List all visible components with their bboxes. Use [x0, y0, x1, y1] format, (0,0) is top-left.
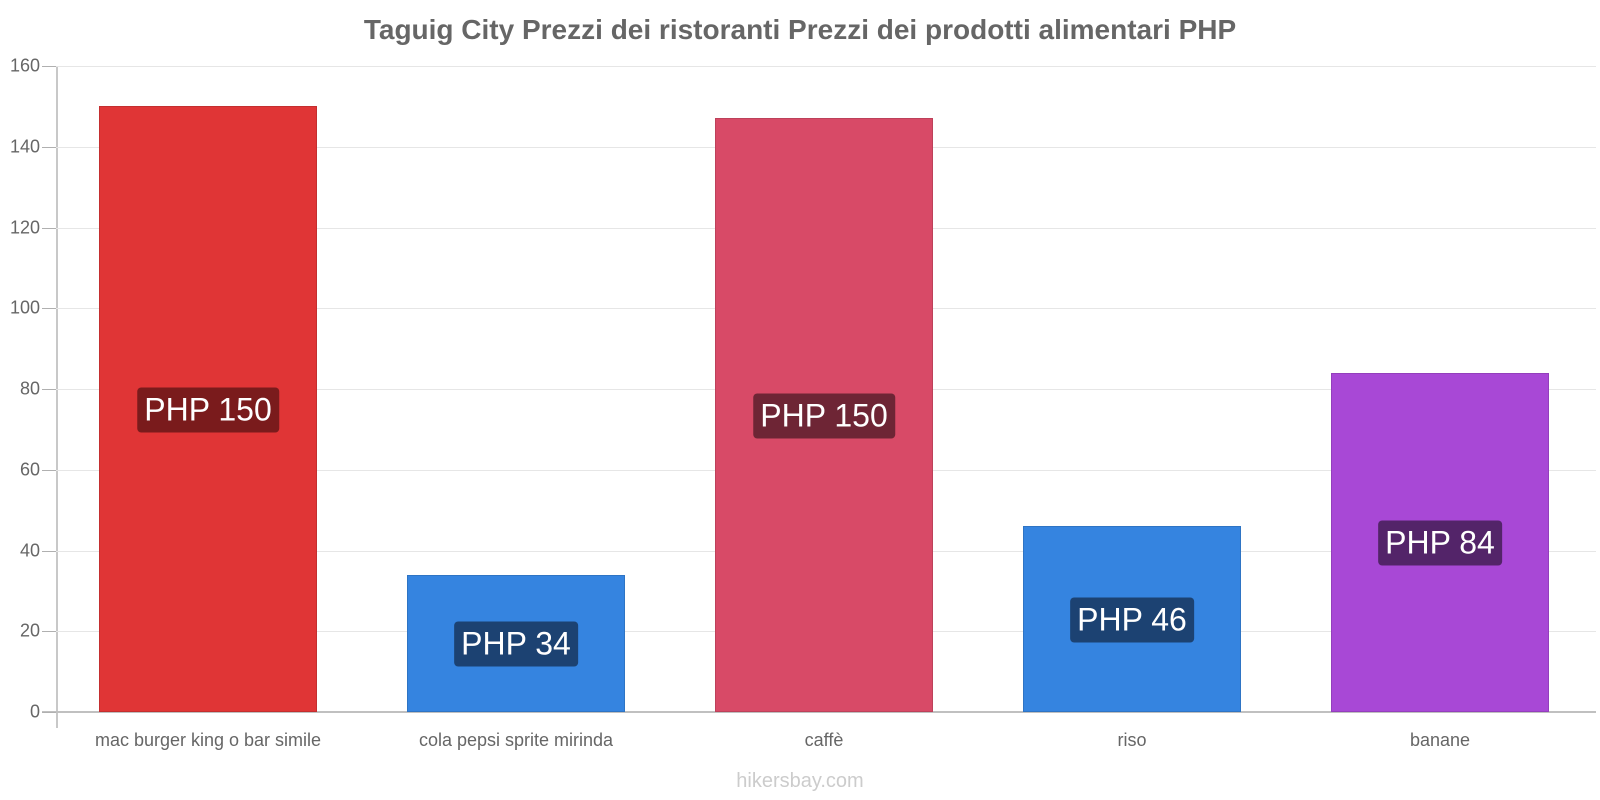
y-tick-mark	[42, 631, 56, 633]
y-tick-label: 20	[19, 620, 40, 641]
y-tick-label: 100	[9, 297, 40, 318]
watermark: hikersbay.com	[736, 770, 864, 792]
x-tick-label: cola pepsi sprite mirinda	[418, 730, 614, 750]
y-tick-label: 140	[9, 136, 40, 157]
y-tick-label: 160	[9, 55, 40, 76]
y-tick-label: 120	[9, 217, 40, 237]
x-tick-label: mac burger king o bar simile	[94, 730, 322, 750]
bar-value-label: PHP 150	[753, 393, 895, 439]
y-tick-mark	[42, 308, 56, 310]
x-tick-label: caffè	[804, 730, 844, 750]
bar[interactable]: PHP 34	[407, 574, 625, 712]
y-tick-mark	[42, 146, 56, 148]
bar-value-label: PHP 46	[1070, 597, 1194, 643]
y-tick-mark	[42, 66, 56, 67]
y-tick-mark	[42, 712, 56, 713]
bar[interactable]: PHP 150	[99, 106, 317, 712]
y-tick-mark	[42, 227, 56, 229]
bar[interactable]: PHP 150	[715, 118, 933, 712]
bar-value-label: PHP 34	[454, 621, 578, 667]
y-tick-mark	[42, 550, 56, 552]
y-tick-label: 40	[19, 540, 40, 560]
chart-title: Taguig City Prezzi dei ristoranti Prezzi…	[363, 14, 1237, 45]
y-tick-label: 60	[19, 459, 40, 480]
y-tick-label: 80	[19, 378, 40, 399]
bar-value-label: PHP 84	[1378, 520, 1502, 566]
bar[interactable]: PHP 84	[1331, 372, 1549, 712]
y-tick-mark	[42, 389, 56, 390]
bar-value-label: PHP 150	[137, 387, 279, 433]
bar[interactable]: PHP 46	[1023, 526, 1241, 712]
x-tick-label: banane	[1409, 730, 1471, 750]
gridline	[56, 66, 1596, 67]
x-tick-label: riso	[1117, 730, 1147, 750]
x-axis-line	[42, 711, 1596, 713]
y-axis-line	[56, 66, 58, 728]
y-tick-mark	[42, 469, 56, 471]
y-tick-label: 0	[29, 701, 40, 722]
